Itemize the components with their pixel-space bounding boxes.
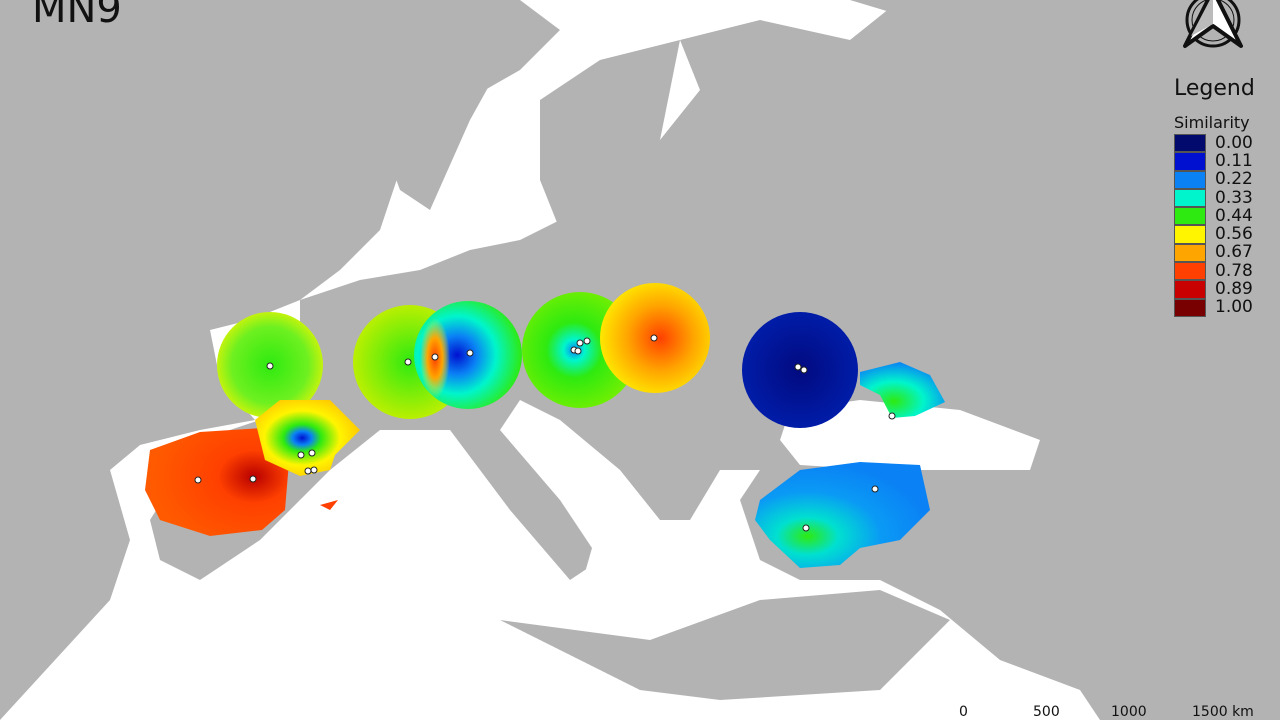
similarity-surface — [145, 283, 945, 568]
legend-label: 0.22 — [1215, 169, 1253, 190]
legend-item: 1.00 — [1174, 297, 1255, 318]
legend-swatch — [1174, 207, 1206, 226]
legend-item: 0.78 — [1174, 260, 1255, 281]
legend-title: Legend — [1174, 76, 1255, 101]
map-title: MN9 — [32, 0, 122, 32]
north-arrow-icon — [1183, 0, 1243, 48]
surface-blob-spain — [145, 428, 290, 536]
legend: Legend Similarity 0.00 0.11 0.22 0.33 0.44 0.… — [1174, 76, 1255, 317]
surface-blob-balearic — [320, 500, 338, 510]
legend-subtitle: Similarity — [1174, 113, 1250, 132]
legend-item: 0.44 — [1174, 205, 1255, 226]
legend-swatch — [1174, 188, 1206, 208]
legend-swatch — [1174, 134, 1206, 153]
scale-label-0: 0 — [959, 704, 968, 720]
surface-blob-catalonia — [255, 400, 360, 476]
legend-swatch — [1174, 280, 1206, 299]
legend-item: 0.67 — [1174, 242, 1255, 263]
surface-blob-ukraine — [742, 312, 858, 428]
surface-blob-crimea — [860, 362, 945, 418]
legend-label: 0.67 — [1215, 242, 1253, 263]
legend-swatch — [1174, 152, 1206, 171]
legend-item: 0.89 — [1174, 279, 1255, 300]
surface-blob-anatolia — [755, 462, 930, 568]
sea-areas — [200, 400, 1040, 630]
legend-label: 0.44 — [1215, 205, 1253, 226]
legend-swatch — [1174, 243, 1206, 263]
legend-item: 0.33 — [1174, 187, 1255, 208]
legend-label: 0.00 — [1215, 132, 1253, 153]
legend-label: 1.00 — [1215, 297, 1253, 318]
legend-label: 0.11 — [1215, 150, 1253, 171]
legend-item: 0.22 — [1174, 169, 1255, 190]
legend-swatch — [1174, 298, 1206, 317]
legend-label: 0.56 — [1215, 224, 1253, 245]
legend-item: 0.56 — [1174, 224, 1255, 245]
legend-swatch — [1174, 262, 1206, 281]
scale-label-500: 500 — [1033, 704, 1060, 720]
sample-points — [194, 334, 896, 532]
legend-label: 0.89 — [1215, 279, 1253, 300]
scale-label-1500: 1500 km — [1192, 704, 1254, 720]
legend-item: 0.11 — [1174, 150, 1255, 171]
legend-item: 0.00 — [1174, 132, 1255, 153]
legend-swatch — [1174, 225, 1206, 244]
legend-label: 0.33 — [1215, 187, 1253, 208]
scale-label-1000: 1000 — [1111, 704, 1147, 720]
legend-swatch — [1174, 170, 1206, 189]
legend-label: 0.78 — [1215, 260, 1253, 281]
